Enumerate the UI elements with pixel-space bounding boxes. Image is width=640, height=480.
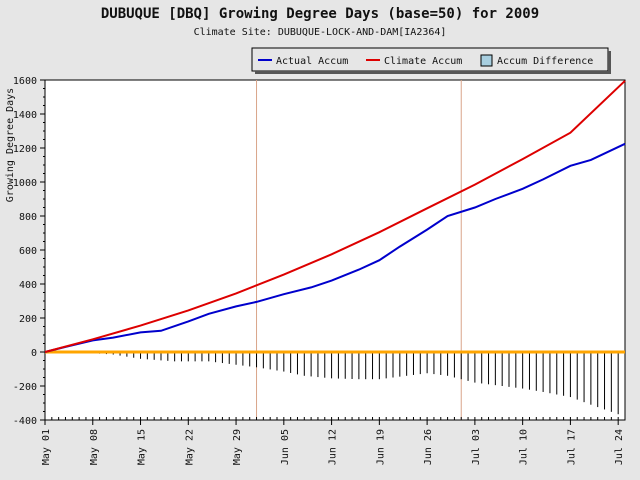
- x-tick-label: Jun 05: [280, 429, 291, 465]
- chart-title: DUBUQUE [DBQ] Growing Degree Days (base=…: [100, 6, 540, 22]
- chart-subtitle: Climate Site: DUBUQUE-LOCK-AND-DAM[IA236…: [193, 27, 447, 38]
- x-tick-label: May 29: [232, 429, 243, 465]
- y-tick-label: 200: [19, 314, 37, 325]
- legend-label-difference: Accum Difference: [497, 56, 593, 67]
- x-tick-label: May 15: [137, 429, 148, 465]
- x-tick-label: Jul 03: [471, 429, 482, 465]
- y-tick-label: 800: [19, 212, 37, 223]
- legend-label-actual: Actual Accum: [276, 56, 348, 67]
- x-tick-label: Jul 24: [614, 429, 625, 465]
- series-lines: [44, 80, 626, 353]
- y-tick-label: 1200: [13, 144, 37, 155]
- y-tick-label: 600: [19, 246, 37, 257]
- x-tick-label: Jun 19: [375, 429, 386, 465]
- difference-bars: [51, 352, 626, 417]
- legend-swatch-difference: [480, 54, 493, 67]
- plot-area: [44, 79, 626, 421]
- x-tick-label: Jul 10: [519, 429, 530, 465]
- x-tick-label: Jun 12: [328, 429, 339, 465]
- axes: -400 -200 0 200 400 600 800 1000 1200 1400 1600 May…: [13, 76, 626, 465]
- y-tick-label: 400: [19, 280, 37, 291]
- legend: Actual Accum Climate Accum Accum Differe…: [251, 47, 611, 74]
- legend-label-climate: Climate Accum: [384, 56, 462, 67]
- legend-shadow: [255, 71, 611, 74]
- y-tick-label: 0: [31, 348, 37, 359]
- y-tick-label: 1600: [13, 76, 37, 87]
- series-line-actual-accum: [44, 142, 626, 353]
- x-tick-label: May 22: [184, 429, 195, 465]
- x-tick-label: Jul 17: [566, 429, 577, 465]
- x-tick-label: Jun 26: [423, 429, 434, 465]
- x-tick-label: May 08: [89, 429, 100, 465]
- y-tick-label: 1400: [13, 110, 37, 121]
- y-axis-label: Growing Degree Days: [5, 88, 16, 202]
- y-tick-label: -200: [13, 382, 37, 393]
- y-tick-label: 1000: [13, 178, 37, 189]
- legend-shadow-side: [608, 51, 611, 74]
- series-line-climate-accum: [44, 80, 626, 353]
- y-tick-label: -400: [13, 416, 37, 427]
- x-tick-label: May 01: [41, 429, 52, 465]
